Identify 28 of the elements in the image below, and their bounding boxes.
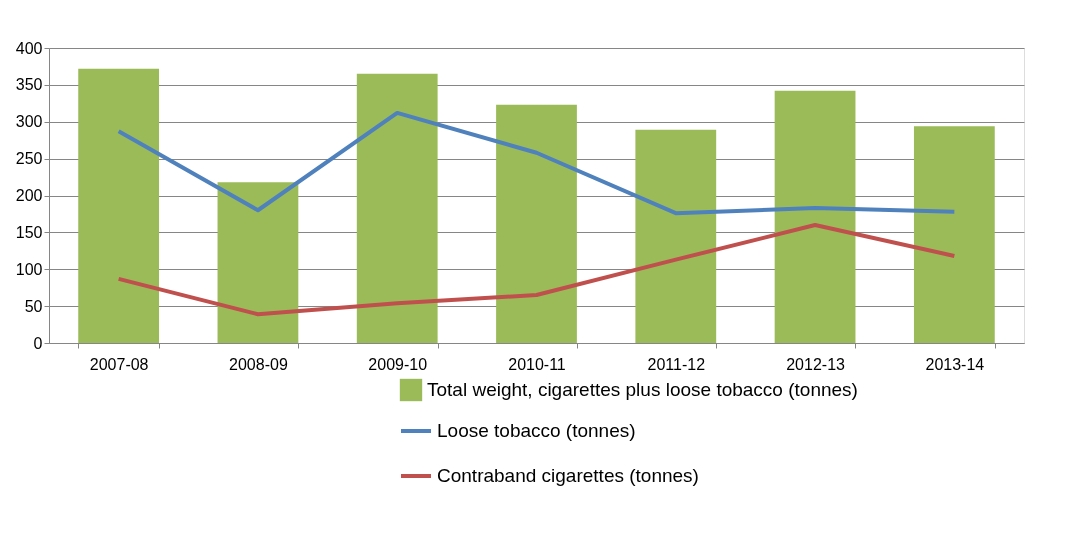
y-tick-label: 300 — [15, 113, 43, 131]
x-tick-label: 2009-10 — [368, 355, 428, 373]
y-tick-label: 400 — [15, 39, 43, 57]
y-tick-label: 50 — [24, 297, 43, 315]
y-tick-label: 250 — [15, 150, 43, 168]
bar — [635, 129, 717, 343]
bar — [496, 104, 577, 343]
line-series — [116, 110, 957, 216]
line-series — [116, 223, 957, 317]
legend-label: Total weight, cigarettes plus loose tobacco (tonnes) — [427, 379, 858, 400]
x-tick-label: 2007-08 — [89, 355, 149, 373]
bar — [78, 68, 160, 343]
bar — [913, 126, 995, 343]
x-tick-label: 2012-13 — [786, 355, 846, 373]
bar — [217, 182, 299, 343]
bar — [774, 90, 856, 343]
y-tick-label: 200 — [15, 187, 43, 204]
y-tick-label: 0 — [33, 334, 43, 352]
x-tick-label: 2008-09 — [229, 355, 288, 373]
x-tick-label: 2011-12 — [647, 355, 706, 373]
y-tick-label: 100 — [15, 260, 43, 278]
y-tick-label: 150 — [15, 223, 43, 241]
legend-label: Loose tobacco (tonnes) — [437, 420, 636, 441]
x-tick-label: 2013-14 — [925, 355, 985, 373]
bar — [356, 73, 438, 343]
y-tick-label: 350 — [15, 76, 43, 94]
legend-label: Contraband cigarettes (tonnes) — [437, 465, 699, 486]
x-tick-label: 2010-11 — [508, 355, 566, 373]
